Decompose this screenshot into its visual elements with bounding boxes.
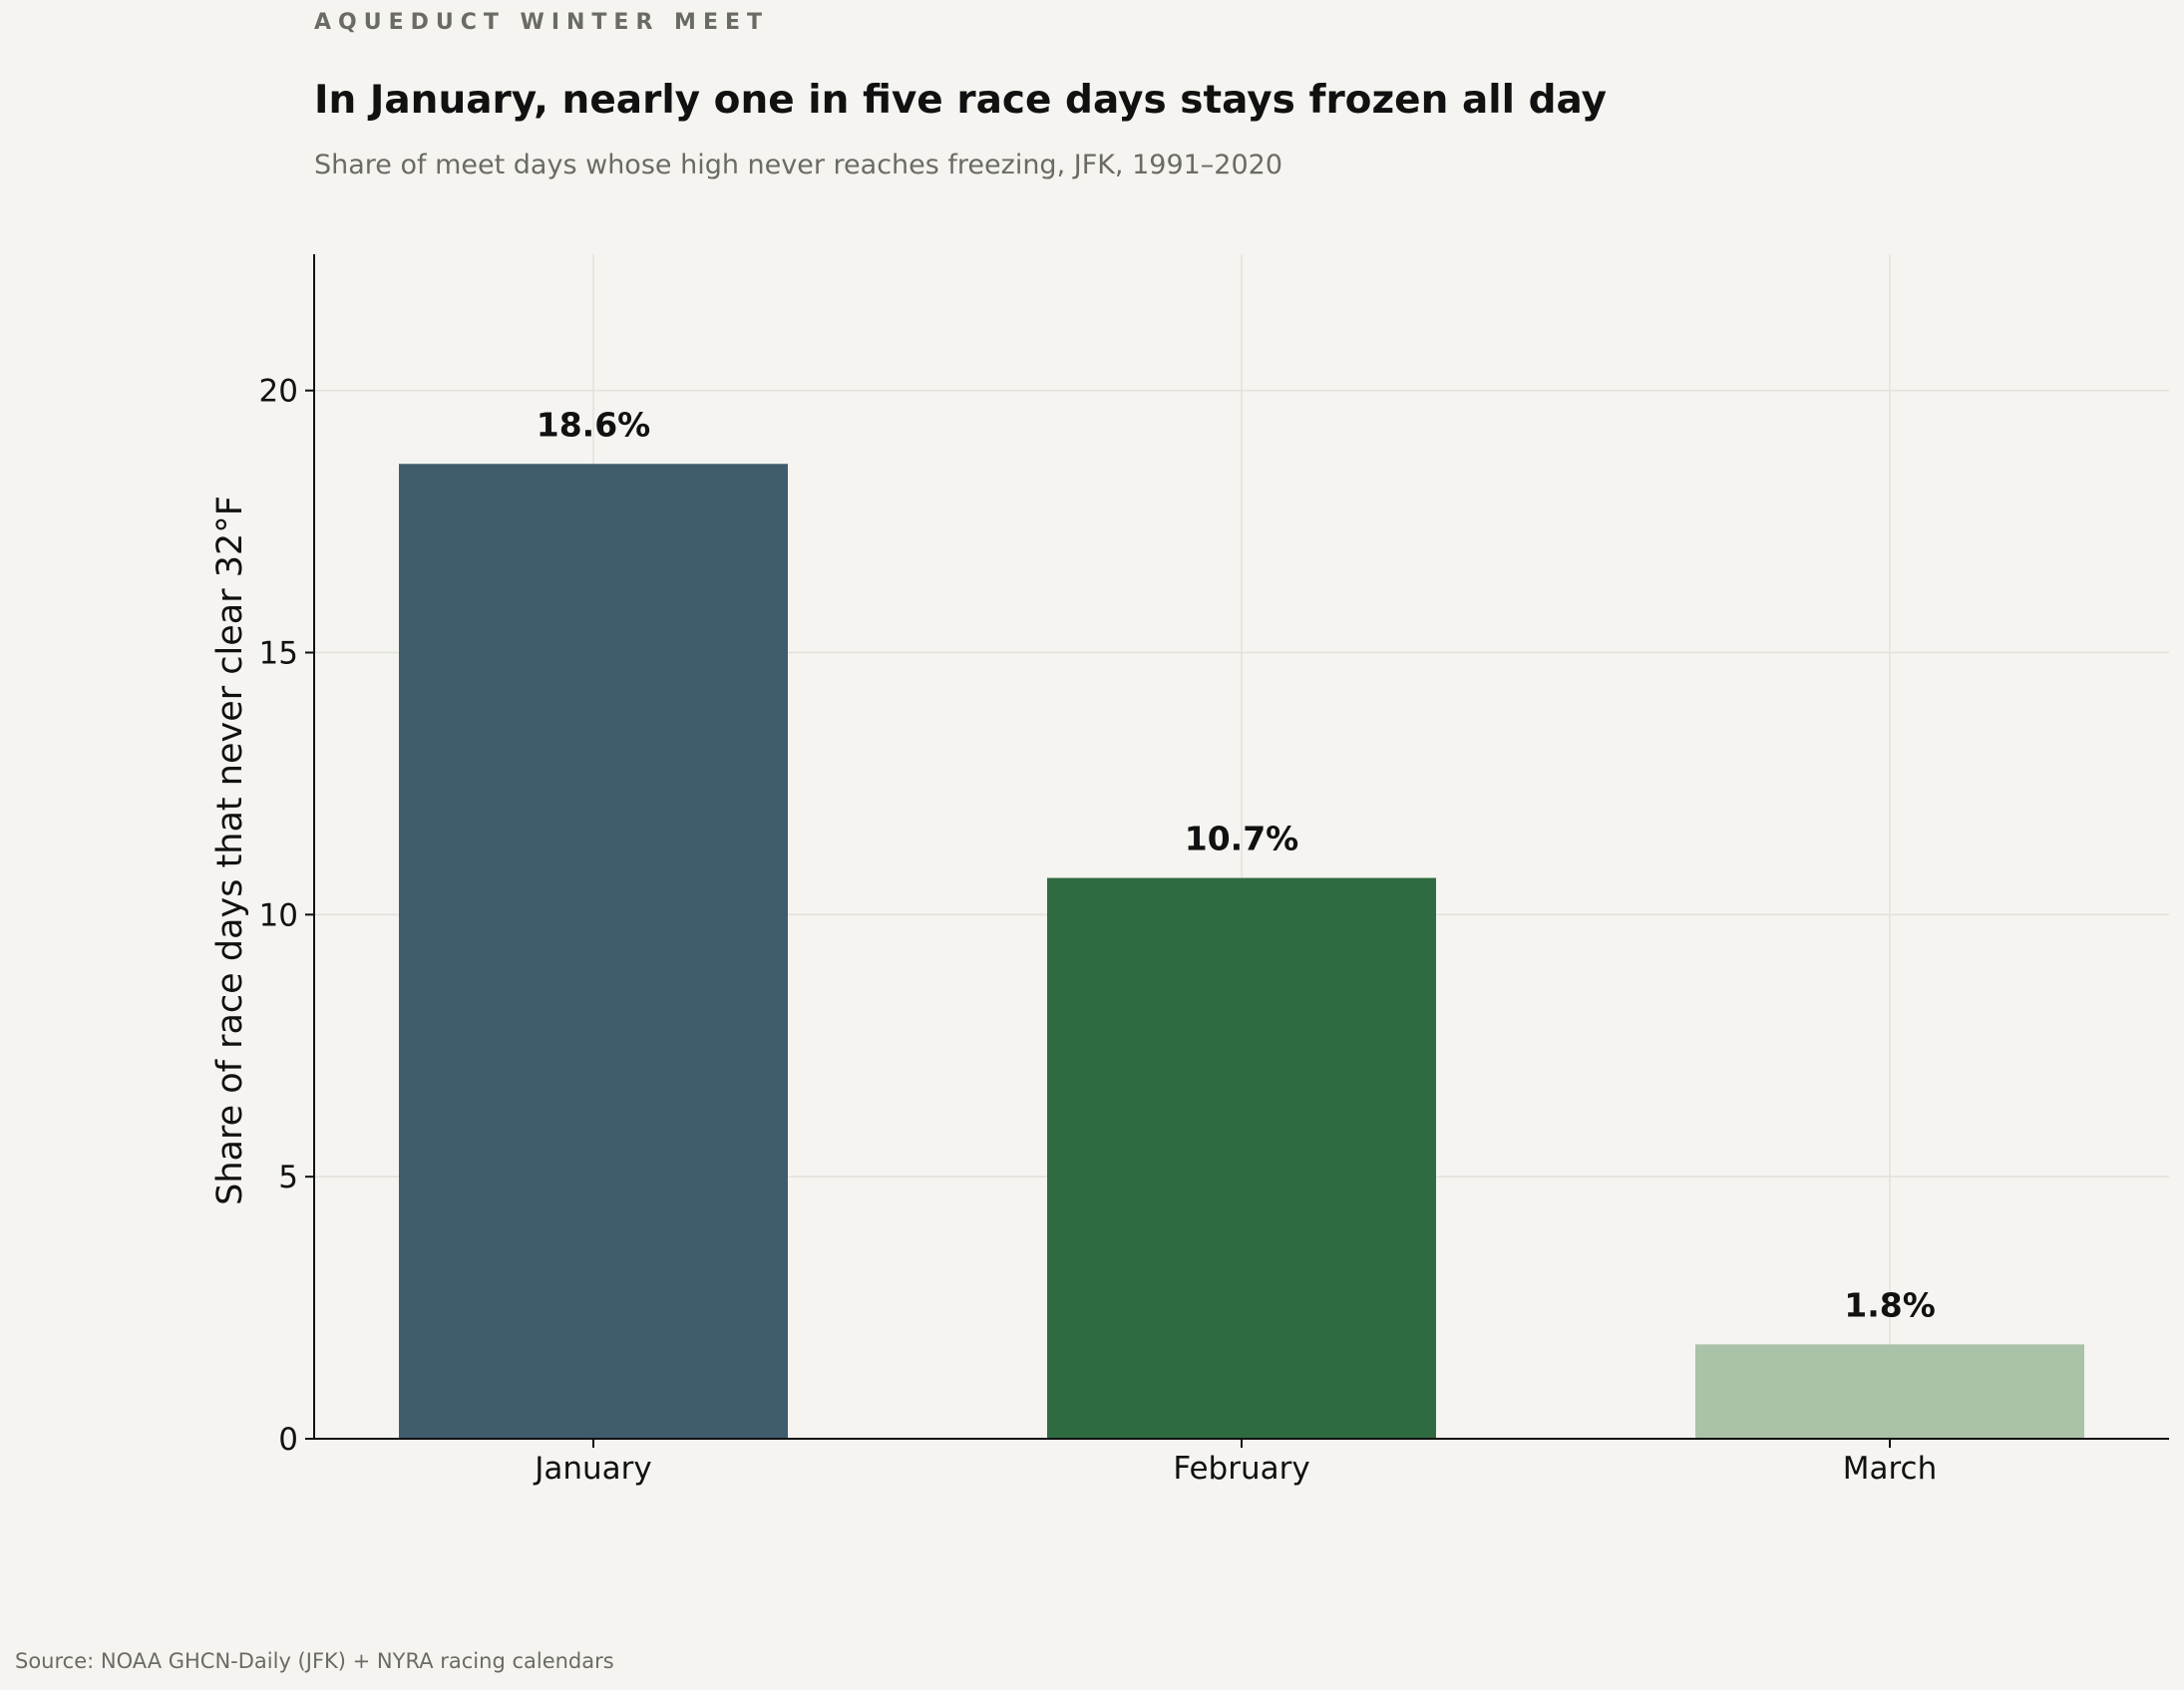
chart-subtitle: Share of meet days whose high never reac… [314, 150, 1283, 180]
source-note: Source: NOAA GHCN-Daily (JFK) + NYRA rac… [15, 1649, 614, 1673]
y-tick-label-15: 15 [259, 636, 298, 672]
y-axis-title: Share of race days that never clear 32°F [210, 496, 250, 1205]
bars [399, 464, 2084, 1439]
y-tick-label-10: 10 [259, 897, 298, 933]
data-label-february: 10.7% [1185, 820, 1299, 858]
x-tick-label-february: February [1173, 1451, 1309, 1487]
y-tick-label-0: 0 [278, 1422, 298, 1458]
x-tick-label-january: January [533, 1451, 652, 1487]
bar-march [1695, 1344, 2084, 1439]
chart-kicker: AQUEDUCT WINTER MEET [314, 10, 770, 35]
axes [305, 254, 2169, 1448]
data-label-march: 1.8% [1844, 1285, 1936, 1324]
y-tick-label-20: 20 [259, 374, 298, 410]
x-tick-label-march: March [1843, 1451, 1938, 1487]
bar-january [399, 464, 788, 1439]
chart-title: In January, nearly one in five race days… [314, 78, 1608, 123]
labels: 18.6% 10.7% 1.8% 0 5 10 15 20 January February Mar… [210, 374, 1937, 1487]
y-tick-label-5: 5 [278, 1160, 298, 1195]
data-label-january: 18.6% [537, 405, 651, 444]
bar-february [1047, 877, 1436, 1439]
